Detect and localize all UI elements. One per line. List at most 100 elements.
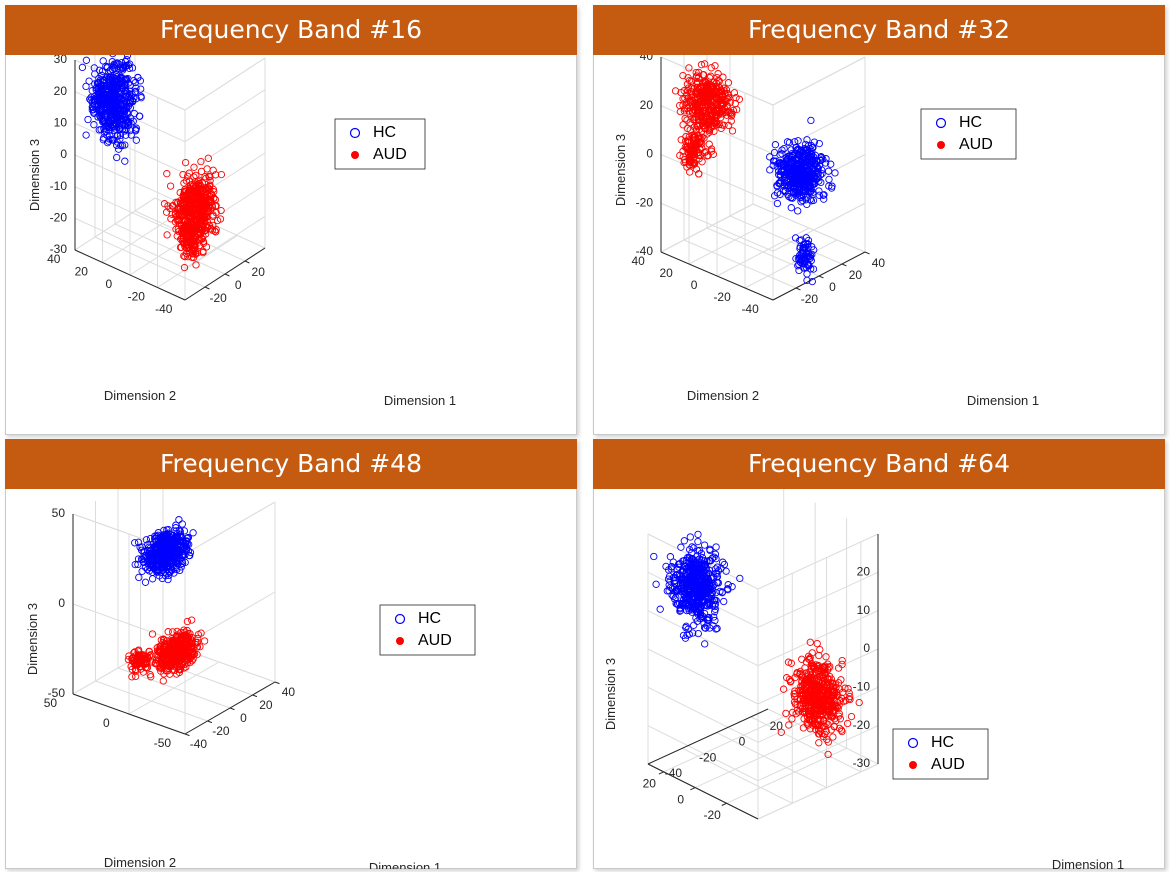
- data-point-hc: [674, 600, 682, 608]
- data-point-hc: [794, 254, 803, 263]
- x-tick: [658, 771, 664, 775]
- data-point-aud: [707, 118, 715, 127]
- data-point-hc: [815, 161, 823, 170]
- data-point-aud: [844, 685, 852, 693]
- data-point-aud: [196, 212, 204, 221]
- aud-marker-icon: [909, 761, 917, 769]
- data-point-aud: [779, 685, 788, 693]
- data-point-hc: [126, 126, 134, 135]
- grid-line: [726, 747, 847, 804]
- data-point-hc: [716, 587, 724, 596]
- data-point-hc: [795, 266, 803, 275]
- data-point-hc: [797, 236, 805, 244]
- data-point-aud: [189, 238, 198, 246]
- data-point-aud: [835, 710, 843, 718]
- data-point-hc: [142, 536, 151, 544]
- data-point-aud: [163, 231, 171, 239]
- data-point-hc: [164, 575, 172, 584]
- data-point-aud: [178, 645, 186, 654]
- data-point-hc: [98, 71, 106, 80]
- x-tick: [244, 260, 250, 264]
- data-point-aud: [145, 647, 154, 656]
- data-point-hc: [122, 131, 130, 139]
- data-point-hc: [670, 584, 679, 592]
- data-point-hc: [172, 557, 181, 565]
- data-point-hc: [805, 158, 814, 166]
- data-point-hc: [166, 541, 174, 550]
- data-point-aud: [815, 726, 823, 734]
- data-point-hc: [797, 198, 805, 206]
- data-point-hc: [810, 179, 819, 188]
- data-point-hc: [794, 207, 802, 215]
- data-point-hc: [766, 153, 774, 161]
- data-point-hc: [684, 604, 693, 612]
- data-point-hc: [684, 588, 693, 597]
- data-point-aud: [180, 200, 189, 208]
- data-point-hc: [783, 162, 792, 171]
- data-point-hc: [781, 173, 790, 182]
- data-point-aud: [841, 697, 850, 705]
- data-point-hc: [801, 163, 810, 172]
- data-point-aud: [817, 707, 825, 716]
- x-tick: [252, 694, 258, 698]
- data-point-hc: [720, 597, 728, 606]
- data-point-aud: [723, 102, 732, 110]
- data-point-aud: [701, 124, 709, 132]
- data-point-aud: [806, 638, 814, 646]
- data-point-aud: [146, 671, 154, 679]
- data-point-aud: [793, 670, 801, 678]
- data-point-aud: [197, 167, 206, 176]
- x-tick-label: 20: [643, 777, 657, 791]
- data-point-hc: [161, 556, 169, 564]
- data-point-hc: [155, 572, 163, 580]
- data-point-hc: [173, 565, 181, 574]
- data-point-hc: [186, 551, 194, 560]
- y-tick-label: 0: [105, 277, 112, 291]
- data-point-aud: [837, 694, 846, 702]
- grid-line: [694, 732, 816, 789]
- data-point-aud: [163, 170, 171, 178]
- data-point-hc: [682, 571, 690, 580]
- data-point-aud: [819, 703, 827, 712]
- data-point-aud: [681, 143, 689, 151]
- data-point-hc: [693, 583, 701, 591]
- data-point-aud: [855, 698, 863, 707]
- data-point-hc: [806, 254, 815, 262]
- legend-box: [334, 118, 426, 170]
- series-aud: [124, 616, 209, 685]
- data-point-hc: [90, 121, 98, 129]
- data-point-aud: [168, 639, 177, 647]
- data-point-aud: [167, 650, 175, 658]
- x-tick-label: 0: [240, 711, 247, 725]
- data-point-hc: [803, 261, 812, 270]
- data-point-hc: [82, 82, 90, 91]
- data-point-hc: [108, 58, 116, 66]
- data-point-aud: [129, 654, 137, 663]
- data-point-hc: [110, 126, 119, 134]
- data-point-hc: [706, 545, 714, 553]
- data-point-hc: [673, 586, 681, 594]
- data-point-aud: [735, 95, 744, 103]
- data-point-hc: [135, 573, 143, 582]
- y-tick-label: 0: [691, 278, 698, 292]
- data-point-hc: [794, 181, 803, 189]
- data-point-hc: [129, 117, 137, 125]
- data-point-hc: [101, 111, 109, 119]
- data-point-hc: [689, 602, 697, 610]
- data-point-hc: [808, 277, 816, 286]
- data-point-hc: [702, 569, 710, 577]
- data-point-aud: [696, 83, 705, 92]
- x-tick-label: 20: [259, 698, 273, 712]
- data-point-aud: [819, 670, 827, 679]
- data-point-hc: [818, 170, 826, 178]
- data-point-aud: [725, 109, 733, 117]
- data-point-hc: [773, 182, 781, 191]
- data-point-aud: [190, 221, 198, 229]
- data-point-hc: [163, 548, 172, 557]
- data-point-hc: [801, 140, 810, 149]
- data-point-aud: [815, 715, 823, 724]
- x-tick: [864, 251, 870, 255]
- chart-title: Frequency Band #48: [5, 439, 577, 489]
- data-point-aud: [685, 64, 693, 72]
- data-point-hc: [114, 145, 123, 153]
